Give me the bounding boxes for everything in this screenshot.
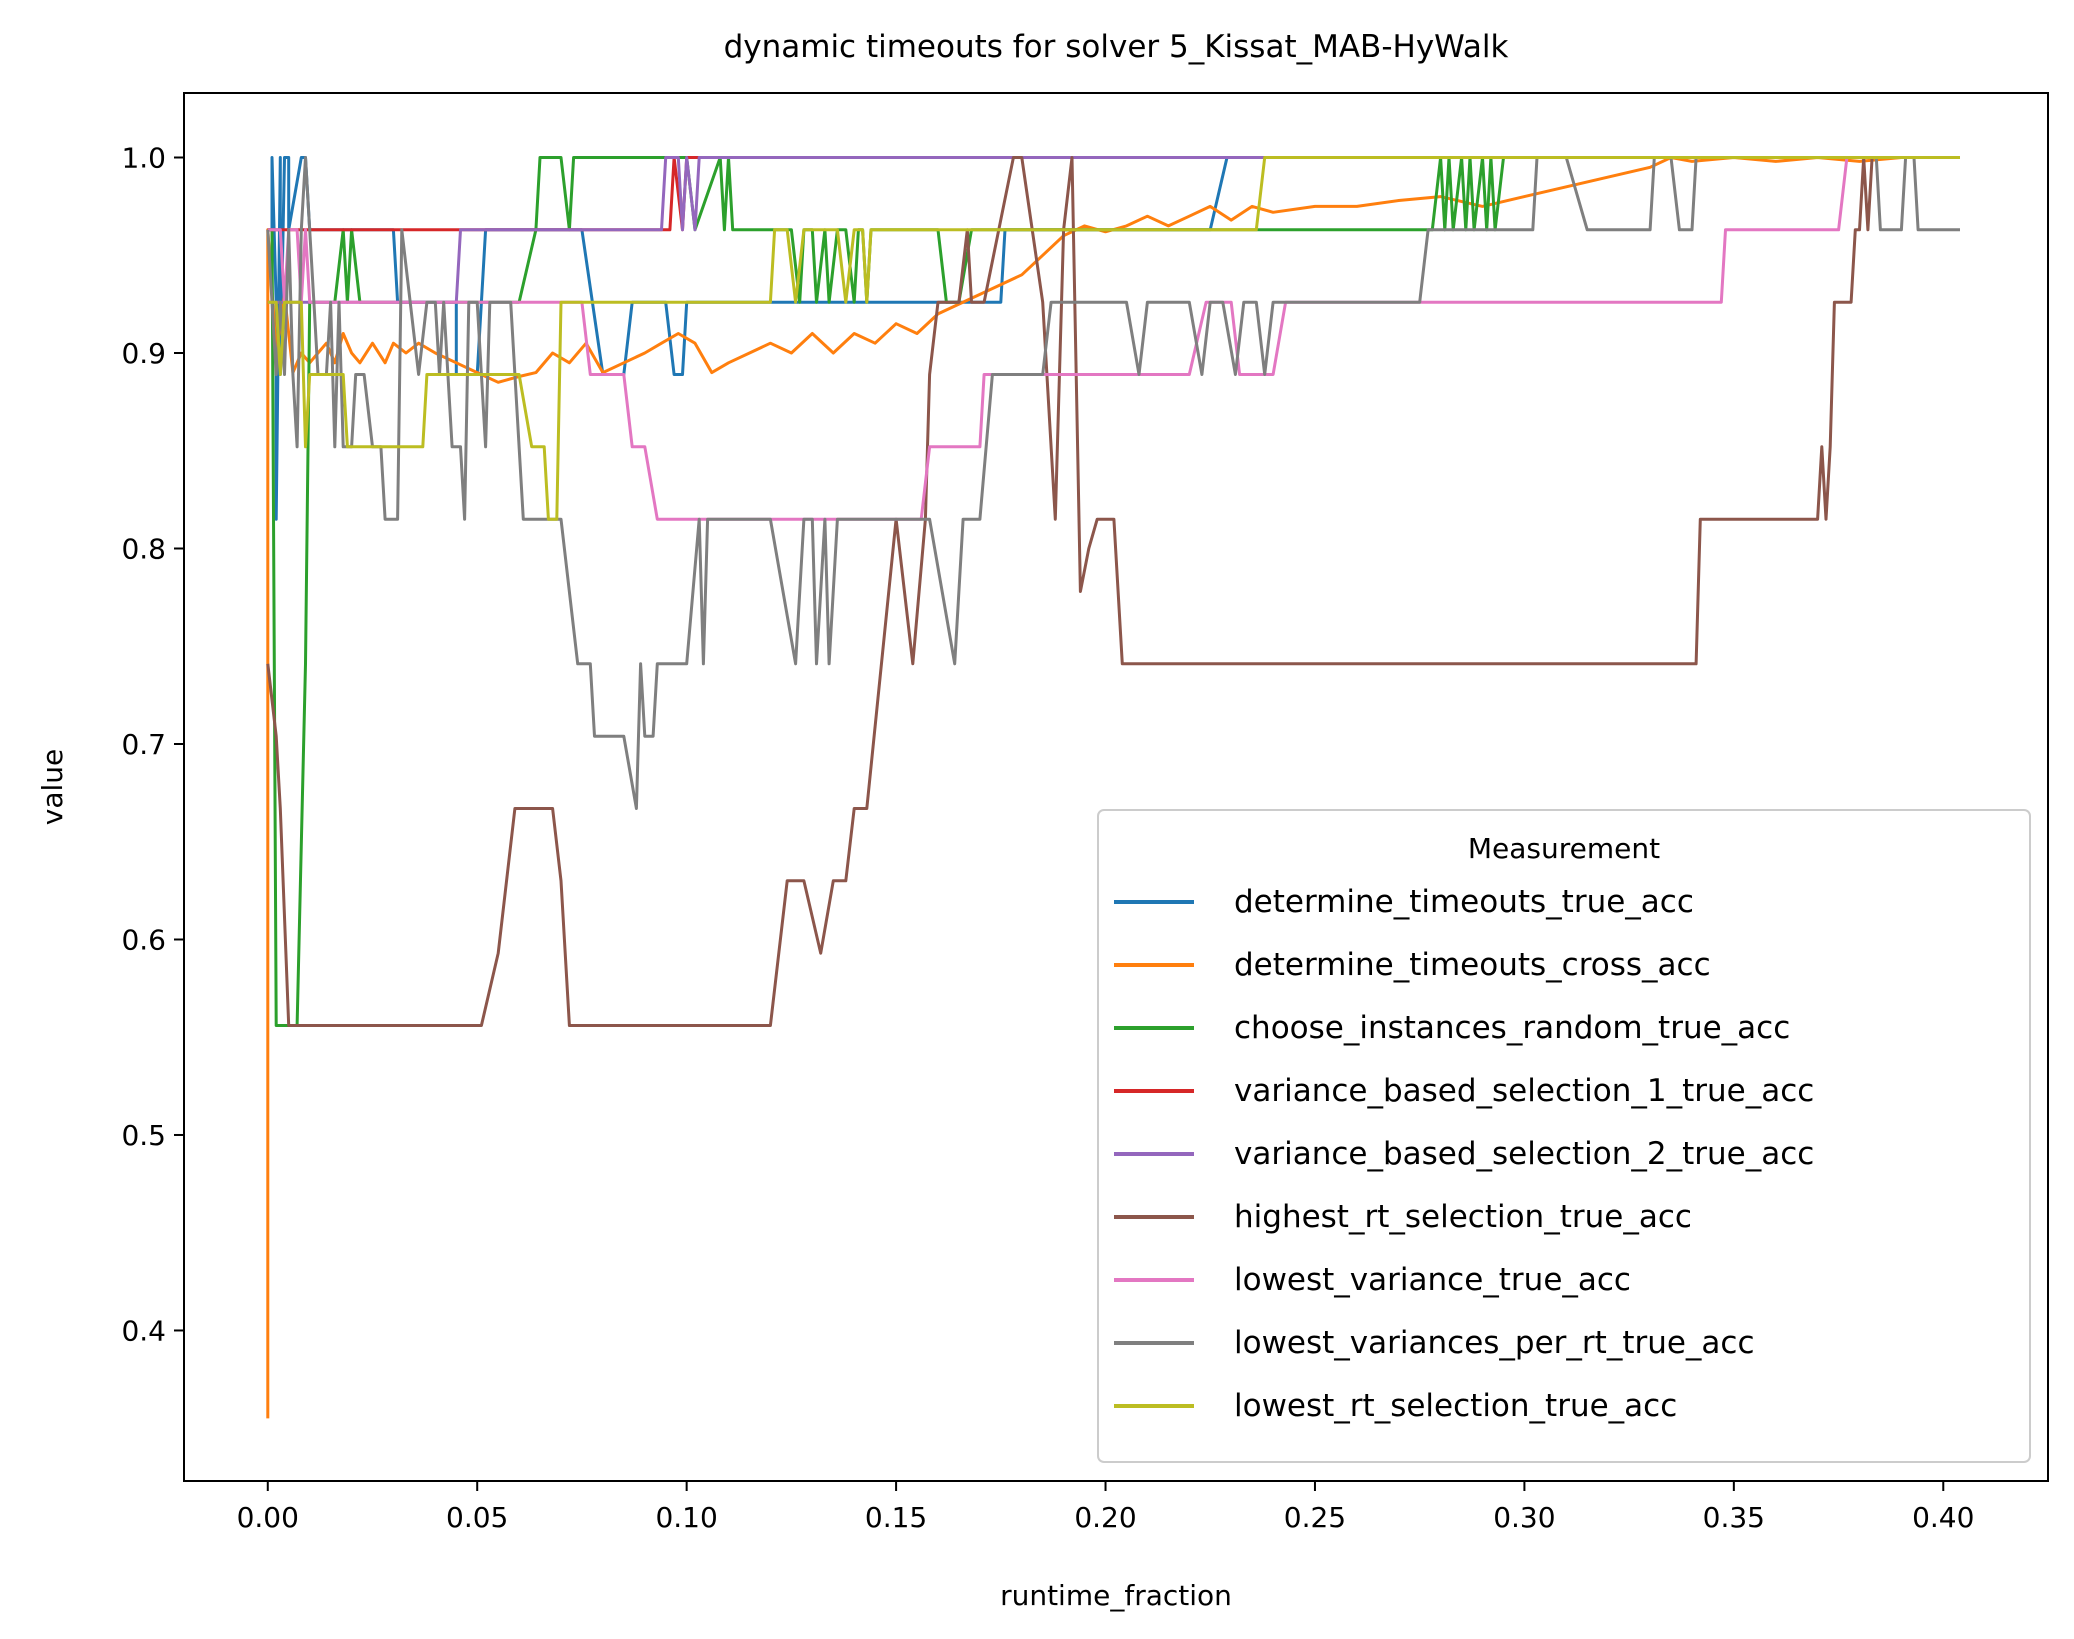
y-tick-label: 0.8: [121, 532, 166, 565]
y-tick-label: 0.5: [121, 1119, 166, 1152]
y-tick-label: 0.4: [121, 1314, 166, 1347]
legend-entry-label: determine_timeouts_cross_acc: [1234, 947, 1711, 983]
x-tick-label: 0.35: [1703, 1501, 1765, 1534]
series-line-highest_rt_selection_true_acc: [266, 156, 1960, 1027]
y-tick-label: 0.7: [121, 728, 166, 761]
series-line-choose_instances_random_true_acc: [267, 156, 1960, 1027]
legend-entry-label: choose_instances_random_true_acc: [1234, 1010, 1790, 1046]
y-tick-label: 0.9: [121, 337, 166, 370]
legend-entry-label: highest_rt_selection_true_acc: [1234, 1199, 1692, 1235]
x-tick-label: 0.15: [865, 1501, 927, 1534]
legend-box: [1097, 809, 2031, 1463]
x-tick-label: 0.30: [1493, 1501, 1555, 1534]
legend-entry-label: variance_based_selection_1_true_acc: [1234, 1073, 1814, 1109]
x-tick-label: 0.25: [1284, 1501, 1346, 1534]
x-tick-label: 0.00: [237, 1501, 299, 1534]
legend-entry-label: lowest_rt_selection_true_acc: [1234, 1388, 1677, 1424]
x-axis-label: runtime_fraction: [1000, 1579, 1232, 1612]
chart-title: dynamic timeouts for solver 5_Kissat_MAB…: [724, 29, 1509, 65]
x-tick-label: 0.10: [655, 1501, 717, 1534]
series-line-lowest_rt_selection_true_acc: [267, 156, 1960, 521]
x-tick-label: 0.20: [1074, 1501, 1136, 1534]
y-axis: 0.4 0.5 0.6 0.7 0.8 0.9 1.0: [121, 142, 184, 1347]
legend-entry-label: lowest_variance_true_acc: [1234, 1262, 1631, 1298]
legend: Measurement determine_timeouts_true_accde…: [1097, 809, 2031, 1463]
series-layer: [266, 156, 1960, 1419]
legend-entry-label: variance_based_selection_2_true_acc: [1234, 1136, 1814, 1172]
series-line-variance_based_selection_2_true_acc: [267, 156, 1960, 304]
y-tick-label: 0.6: [121, 923, 166, 956]
y-axis-label: value: [36, 749, 69, 825]
y-tick-label: 1.0: [121, 142, 166, 175]
x-axis: 0.00 0.05 0.10 0.15 0.20 0.25 0.30 0.35 0.40: [237, 1481, 1974, 1534]
plot-frame: [183, 92, 2049, 1482]
x-tick-label: 0.05: [446, 1501, 508, 1534]
x-tick-label: 0.40: [1912, 1501, 1974, 1534]
legend-entry-label: determine_timeouts_true_acc: [1234, 884, 1694, 920]
legend-title: Measurement: [1468, 832, 1660, 865]
legend-entry-label: lowest_variances_per_rt_true_acc: [1234, 1325, 1755, 1361]
